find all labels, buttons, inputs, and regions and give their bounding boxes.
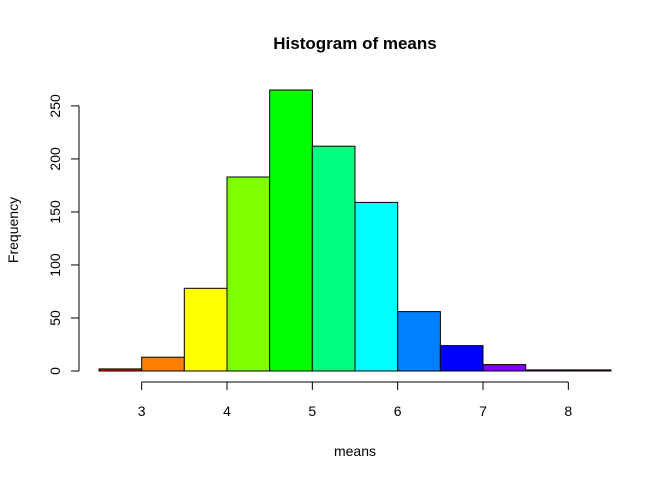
histogram-bar	[226, 176, 271, 372]
histogram-bar	[98, 368, 143, 372]
histogram-bar	[567, 369, 612, 372]
x-tick-label: 7	[479, 403, 487, 419]
y-axis: 0 50 100 150 200 250	[47, 94, 80, 375]
y-tick-label: 200	[47, 147, 63, 171]
bars-group	[98, 89, 612, 372]
y-tick-label: 100	[47, 253, 63, 277]
y-tick-label: 50	[47, 310, 63, 326]
y-axis-label: Frequency	[5, 197, 21, 263]
histogram-bar	[354, 201, 399, 372]
x-tick-label: 6	[394, 403, 402, 419]
histogram-bar	[183, 287, 228, 372]
x-axis: 3 4 5 6 7 8	[138, 381, 572, 419]
histogram-bar	[141, 356, 185, 372]
x-tick-label: 4	[223, 403, 231, 419]
y-tick-label: 0	[47, 367, 63, 375]
histogram-bar	[397, 311, 441, 372]
chart-title: Histogram of means	[273, 34, 436, 53]
y-tick-label: 150	[47, 200, 63, 224]
histogram-bar	[482, 364, 527, 372]
histogram-bar	[269, 89, 313, 372]
y-tick-label: 250	[47, 94, 63, 118]
histogram-bar	[439, 345, 484, 372]
x-tick-label: 5	[308, 403, 316, 419]
x-tick-label: 8	[564, 403, 572, 419]
histogram-bar	[525, 369, 569, 372]
x-tick-label: 3	[138, 403, 146, 419]
histogram-bar	[311, 145, 356, 372]
x-axis-label: means	[334, 443, 376, 459]
